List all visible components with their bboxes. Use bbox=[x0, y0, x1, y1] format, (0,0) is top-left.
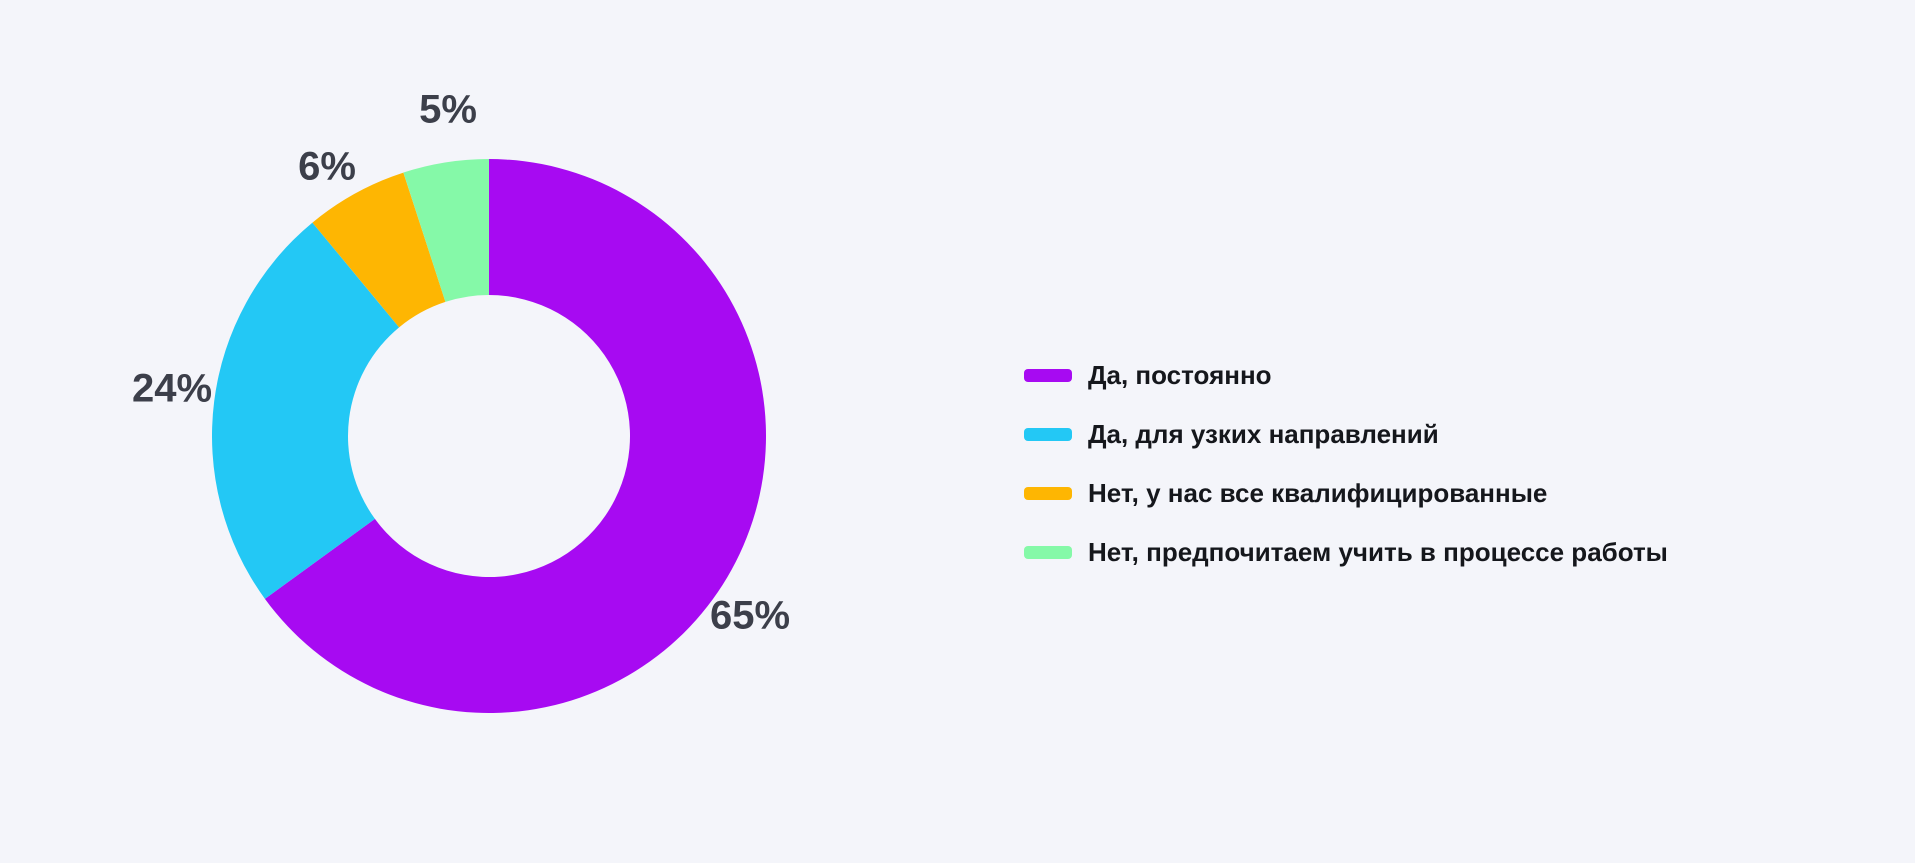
slice-label-6: 6% bbox=[298, 144, 356, 189]
legend-swatch-cyan bbox=[1024, 427, 1072, 441]
legend-swatch-orange bbox=[1024, 486, 1072, 500]
legend-item-da-uzkih: Да, для узких направлений bbox=[1024, 418, 1668, 450]
donut-slice-6pct bbox=[312, 172, 446, 328]
legend-item-net-kvalificirovannye: Нет, у нас все квалифицированные bbox=[1024, 477, 1668, 509]
slice-label-5: 5% bbox=[419, 87, 477, 132]
legend-item-net-uchit-v-processe: Нет, предпочитаем учить в процессе работ… bbox=[1024, 536, 1668, 568]
donut-slice-24pct bbox=[212, 222, 400, 599]
slice-label-65: 65% bbox=[709, 593, 791, 638]
legend-label: Нет, у нас все квалифицированные bbox=[1088, 478, 1548, 508]
legend: Да, постоянно Да, для узких направлений … bbox=[1024, 359, 1668, 595]
legend-label: Да, постоянно bbox=[1088, 360, 1272, 390]
legend-label: Да, для узких направлений bbox=[1088, 419, 1439, 449]
legend-swatch-green bbox=[1024, 545, 1072, 559]
donut-rings bbox=[212, 159, 766, 713]
legend-label: Нет, предпочитаем учить в процессе работ… bbox=[1088, 537, 1668, 567]
slice-label-24: 24% bbox=[131, 366, 213, 411]
donut-slice-65pct bbox=[264, 159, 766, 713]
legend-item-da-postoyanno: Да, постоянно bbox=[1024, 359, 1668, 391]
legend-swatch-purple bbox=[1024, 368, 1072, 382]
donut-slice-5pct bbox=[403, 159, 489, 302]
